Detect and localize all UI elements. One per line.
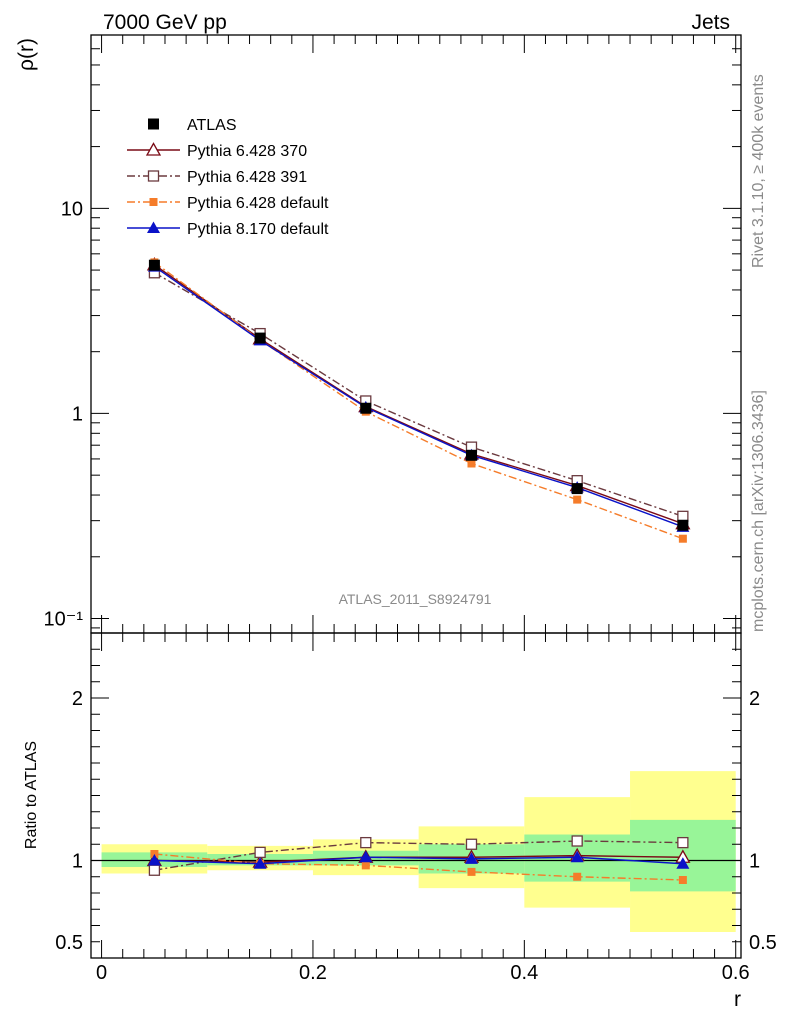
legend-label-p391: Pythia 6.428 391: [187, 169, 307, 186]
ratio-point-p391-5: [677, 836, 689, 849]
process-label: Jets: [691, 11, 730, 34]
x-tick-label: 0.4: [510, 962, 538, 984]
mcplots-reference-label: mcplots.cern.ch [arXiv:1306.3436]: [750, 390, 767, 632]
main-panel: 10 1 10⁻¹ ρ(r) ATLAS_2011_S8924791 ATLAS Pythi…: [15, 34, 742, 634]
x-tick-label: 0.6: [722, 962, 750, 984]
point-atlas-3: [465, 449, 477, 461]
ratio-line-p370: [154, 854, 683, 863]
ratio-point-p8def-5: [676, 857, 690, 869]
legend-marker-p6def: [149, 198, 158, 206]
legend-marker-p8def: [147, 221, 160, 233]
ratio-line-p8def: [154, 856, 683, 865]
ratio-y-tick-label-left: 1: [72, 851, 83, 873]
y-tick-label: 1: [72, 403, 83, 425]
ratio-point-p6def-3: [467, 867, 476, 876]
ratio-y-tick-label-right: 2: [749, 688, 760, 710]
series-line-p370: [154, 264, 684, 525]
legend-label-p6def: Pythia 6.428 default: [187, 195, 329, 212]
y-tick-label: 10⁻¹: [44, 609, 84, 631]
ratio-point-p8def-4: [570, 850, 584, 863]
ratio-point-p8def-2: [359, 850, 373, 863]
x-tick-label: 0.2: [299, 962, 327, 984]
ratio-y-tick-label-right: 1: [749, 851, 760, 873]
ratio-y-axis-label: Ratio to ATLAS: [23, 741, 40, 849]
point-atlas-5: [677, 519, 689, 531]
ratio-y-tick-label-left: 2: [72, 688, 83, 710]
ratio-point-p391-4: [571, 835, 583, 847]
legend-label-atlas: ATLAS: [187, 117, 237, 134]
point-atlas-4: [571, 483, 583, 495]
ratio-panel: 2 2 1 1 0.5 0.5 0 0.2 0.4 0.6 Ratio to ATLAS r: [23, 632, 777, 1011]
legend-marker-p391: [147, 170, 160, 182]
ratio-point-p391-3: [465, 838, 478, 850]
x-tick-label: 0: [96, 962, 107, 984]
y-tick-label: 10: [61, 198, 83, 220]
ratio-point-p391-0: [148, 864, 161, 876]
x-axis-label: r: [734, 988, 741, 1011]
y-axis-label: ρ(r): [15, 38, 38, 71]
ratio-point-p8def-3: [464, 852, 478, 864]
series-line-p8def: [154, 266, 684, 528]
legend-label-p370: Pythia 6.428 370: [187, 143, 307, 160]
point-atlas-2: [360, 402, 372, 414]
ratio-point-p8def-1: [253, 857, 267, 869]
ratio-y-tick-label-right: 0.5: [749, 932, 777, 954]
ratio-point-p8def-0: [147, 854, 161, 866]
point-p6def-5: [678, 534, 687, 543]
point-p6def-4: [573, 495, 582, 504]
series-line-p6def: [154, 261, 684, 540]
ratio-point-p6def-5: [678, 876, 687, 884]
ratio-point-p391-2: [360, 836, 372, 849]
point-atlas-0: [148, 259, 160, 271]
legend-marker-atlas: [148, 118, 159, 130]
energy-label: 7000 GeV pp: [103, 11, 227, 34]
ratio-point-p391-1: [254, 846, 266, 859]
ratio-point-p6def-4: [573, 872, 582, 881]
series-line-p391: [154, 272, 684, 517]
ratio-y-tick-label-left: 0.5: [55, 932, 83, 954]
legend-label-p8def: Pythia 8.170 default: [187, 221, 329, 238]
point-p6def-3: [467, 459, 476, 468]
analysis-watermark: ATLAS_2011_S8924791: [339, 591, 492, 607]
ratio-point-p6def-2: [361, 861, 370, 870]
legend-marker-p370: [145, 142, 162, 156]
point-atlas-1: [254, 332, 266, 344]
rivet-version-label: Rivet 3.1.10, ≥ 400k events: [750, 74, 767, 268]
